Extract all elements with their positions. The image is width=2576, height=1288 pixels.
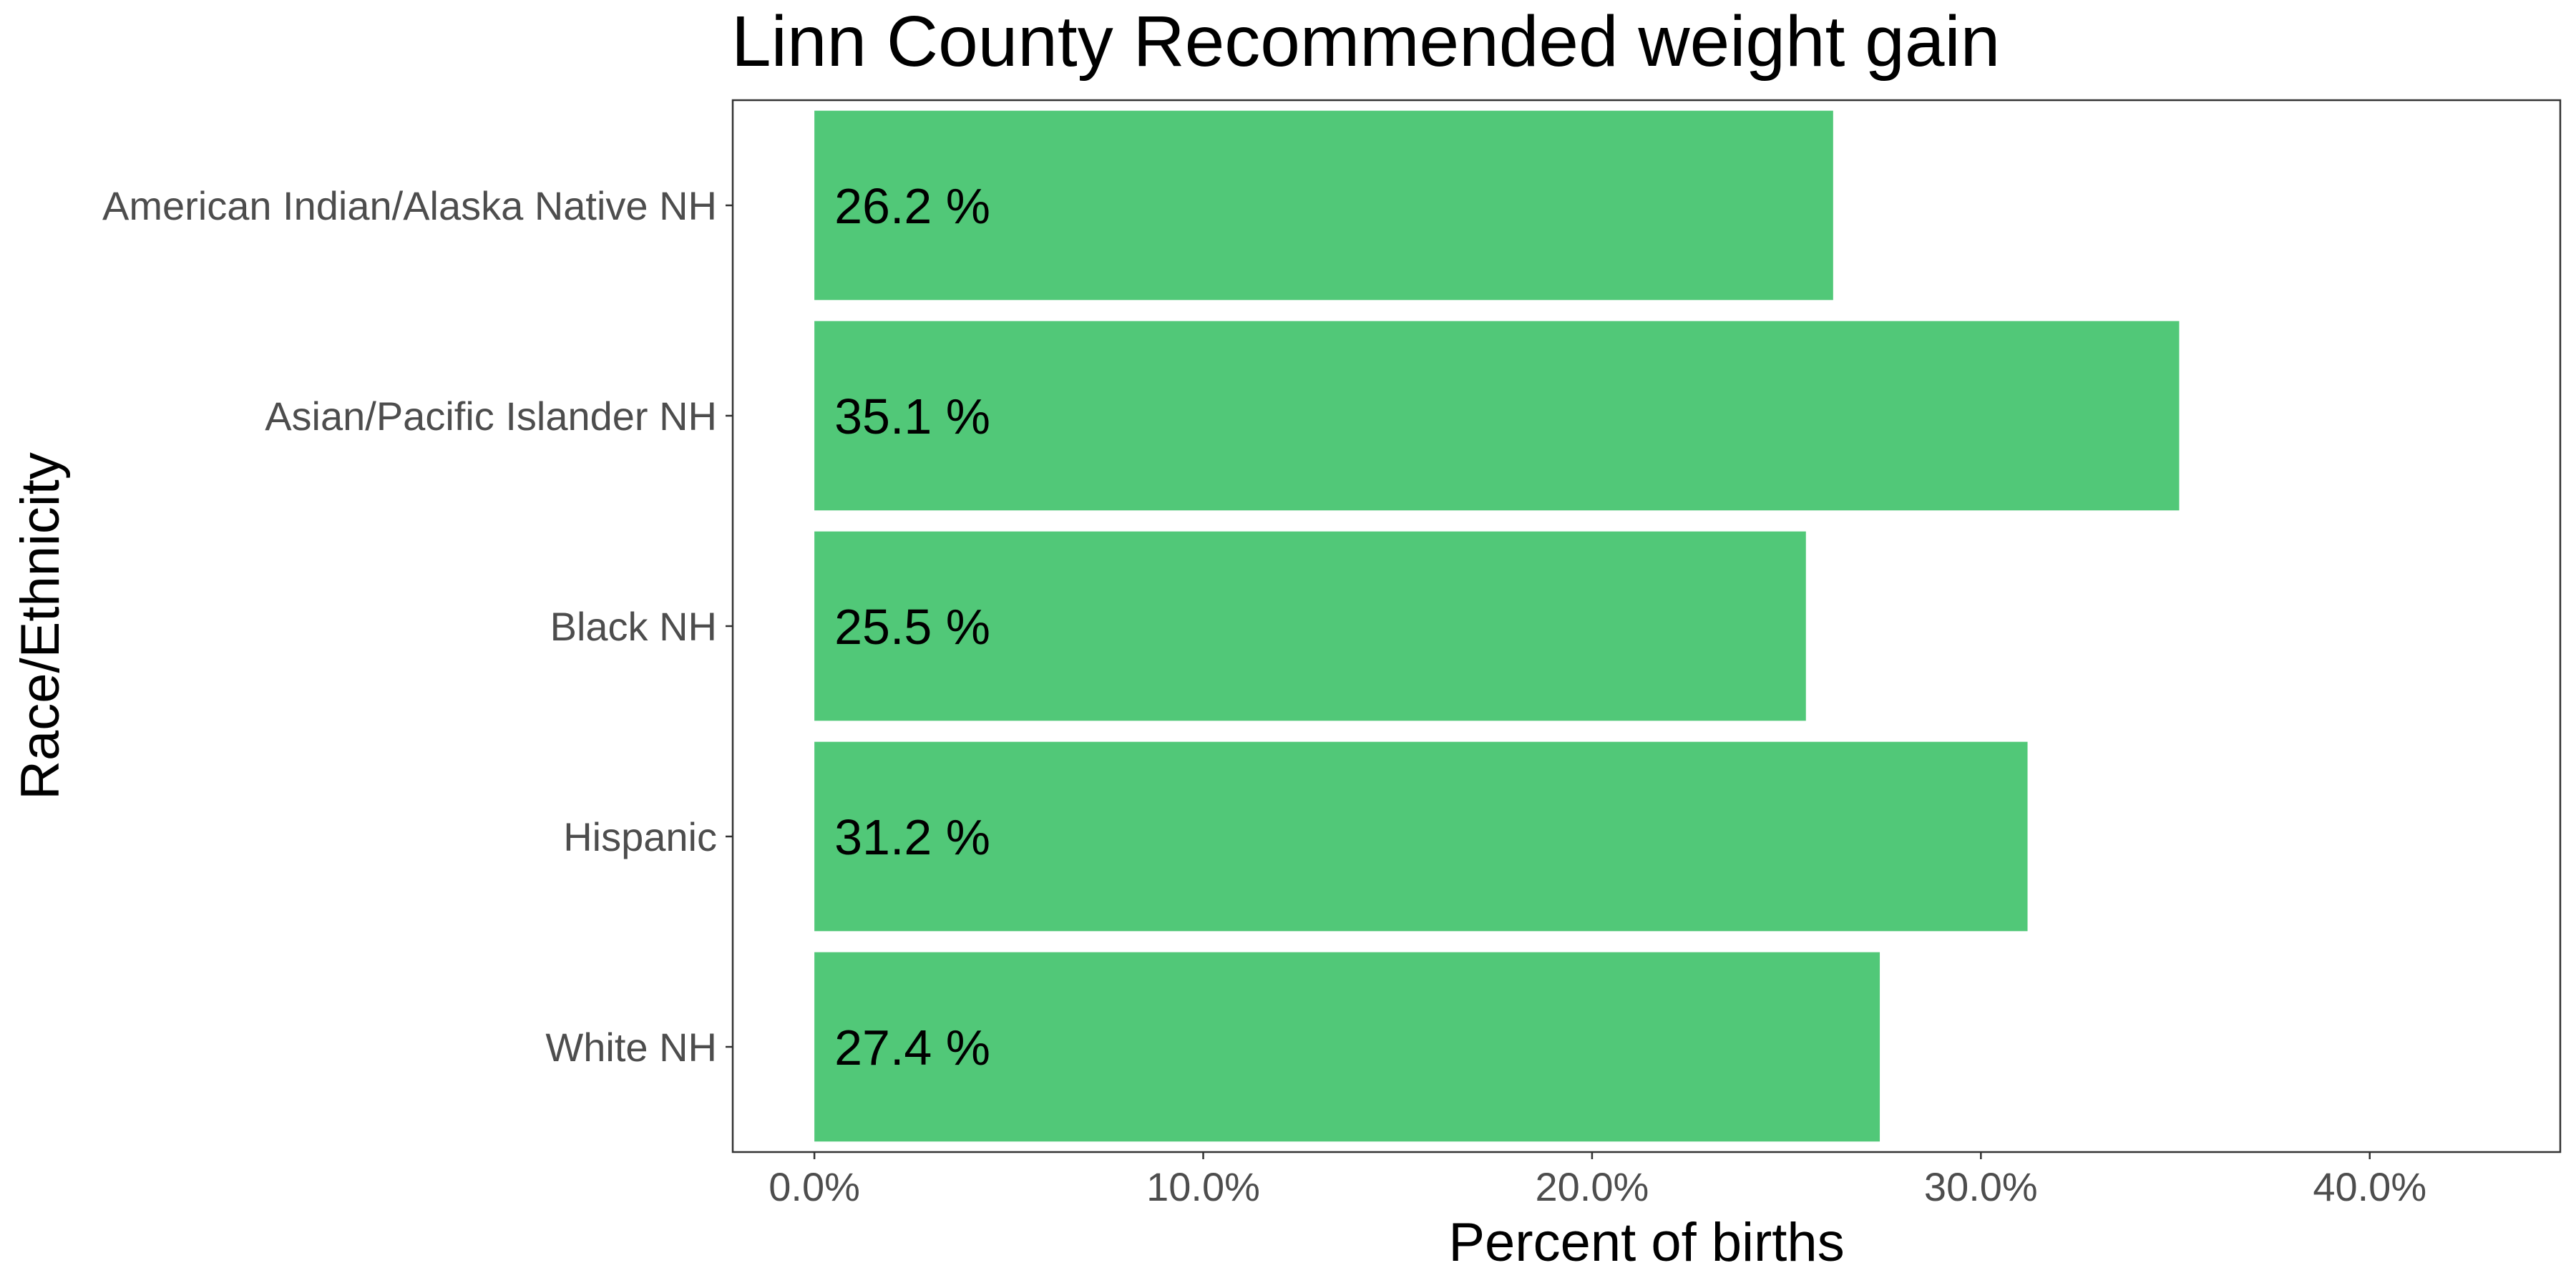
x-tick-label-4: 40.0% <box>2313 1164 2426 1209</box>
data-label-4: 27.4 % <box>834 1020 990 1075</box>
data-label-3: 31.2 % <box>834 809 990 865</box>
bar-4 <box>814 952 1880 1142</box>
chart-title: Linn County Recommended weight gain <box>731 1 2000 82</box>
y-axis: American Indian/Alaska Native NH Asian/Pa… <box>102 183 733 1070</box>
x-tick-label-0: 0.0% <box>769 1164 860 1209</box>
bar-3 <box>814 741 2028 932</box>
y-tick-label-3: Hispanic <box>563 814 717 859</box>
y-tick-label-1: Asian/Pacific Islander NH <box>265 394 717 439</box>
y-tick-label-2: Black NH <box>550 604 717 649</box>
data-label-0: 26.2 % <box>834 178 990 234</box>
data-label-1: 35.1 % <box>834 389 990 444</box>
bar-0 <box>814 110 1833 301</box>
x-tick-label-1: 10.0% <box>1146 1164 1260 1209</box>
x-axis: 0.0% 10.0% 20.0% 30.0% 40.0% <box>769 1152 2426 1209</box>
y-tick-label-4: White NH <box>545 1025 717 1070</box>
bar-1 <box>814 321 2180 511</box>
x-tick-label-2: 20.0% <box>1536 1164 1649 1209</box>
y-tick-label-0: American Indian/Alaska Native NH <box>102 183 717 228</box>
y-axis-title: Race/Ethnicity <box>10 452 71 800</box>
bar-2 <box>814 531 1806 721</box>
x-axis-title: Percent of births <box>1448 1212 1844 1273</box>
x-tick-label-3: 30.0% <box>1924 1164 2038 1209</box>
data-label-2: 25.5 % <box>834 599 990 655</box>
bars-layer: 26.2 % 35.1 % 25.5 % 31.2 % 27.4 % <box>814 110 2180 1142</box>
